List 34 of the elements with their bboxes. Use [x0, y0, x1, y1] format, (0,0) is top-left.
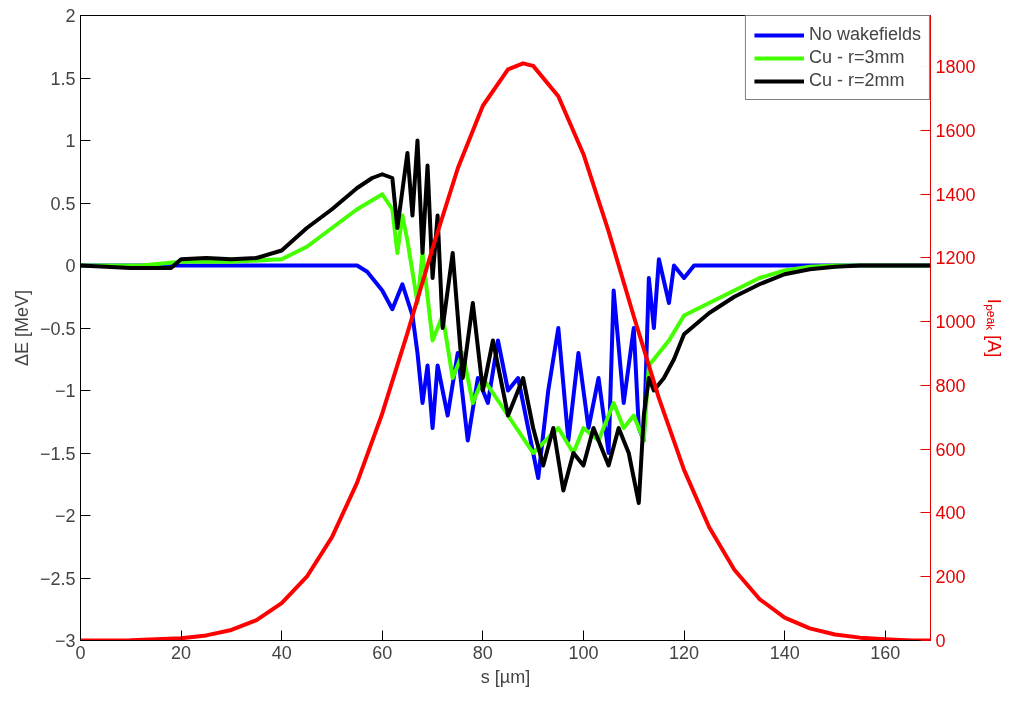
y-tick-label: 2: [65, 6, 76, 26]
y2-tick-label: 1000: [935, 312, 976, 333]
y2-tick-label: 400: [935, 503, 966, 524]
x-tick-label: 80: [472, 642, 493, 663]
y-tick-label: −0.5: [39, 318, 76, 339]
y-tick-label: −2: [54, 506, 76, 526]
x-axis-title: s [µm]: [480, 666, 531, 687]
legend-label: Cu - r=3mm: [808, 47, 905, 68]
y2-tick-label: 1200: [935, 248, 976, 269]
x-tick-label: 120: [669, 642, 700, 663]
y2-tick-label: 1400: [935, 184, 976, 205]
y2-tick-label: 800: [935, 375, 966, 396]
y2-axis-title: Iₚₑₐₖ [A]: [982, 298, 1004, 358]
x-tick-label: 60: [372, 642, 393, 663]
y-tick-label: 1: [65, 131, 76, 151]
y2-tick-label: 1600: [935, 120, 976, 141]
y2-tick-label: 200: [935, 567, 966, 588]
x-tick-label: 40: [271, 642, 292, 663]
x-tick-label: 140: [769, 642, 800, 663]
x-tick-label: 20: [171, 642, 192, 663]
x-tick-label: 100: [568, 642, 599, 663]
y-tick-label: −3: [54, 631, 76, 651]
y-axis-title: ΔE [MeV]: [11, 289, 32, 367]
legend-label: Cu - r=2mm: [808, 70, 905, 91]
x-tick-label: 160: [870, 642, 901, 663]
y2-tick-label: 1800: [935, 57, 976, 78]
y-tick-label: 0.5: [50, 193, 76, 214]
y2-tick-label: 600: [935, 439, 966, 460]
y-tick-label: −2.5: [39, 568, 76, 589]
legend-label: No wakefields: [808, 24, 921, 45]
y-tick-label: −1: [54, 381, 76, 401]
y-tick-label: 0: [65, 256, 76, 276]
y-tick-label: 1.5: [50, 68, 76, 89]
y-tick-label: −1.5: [39, 443, 76, 464]
